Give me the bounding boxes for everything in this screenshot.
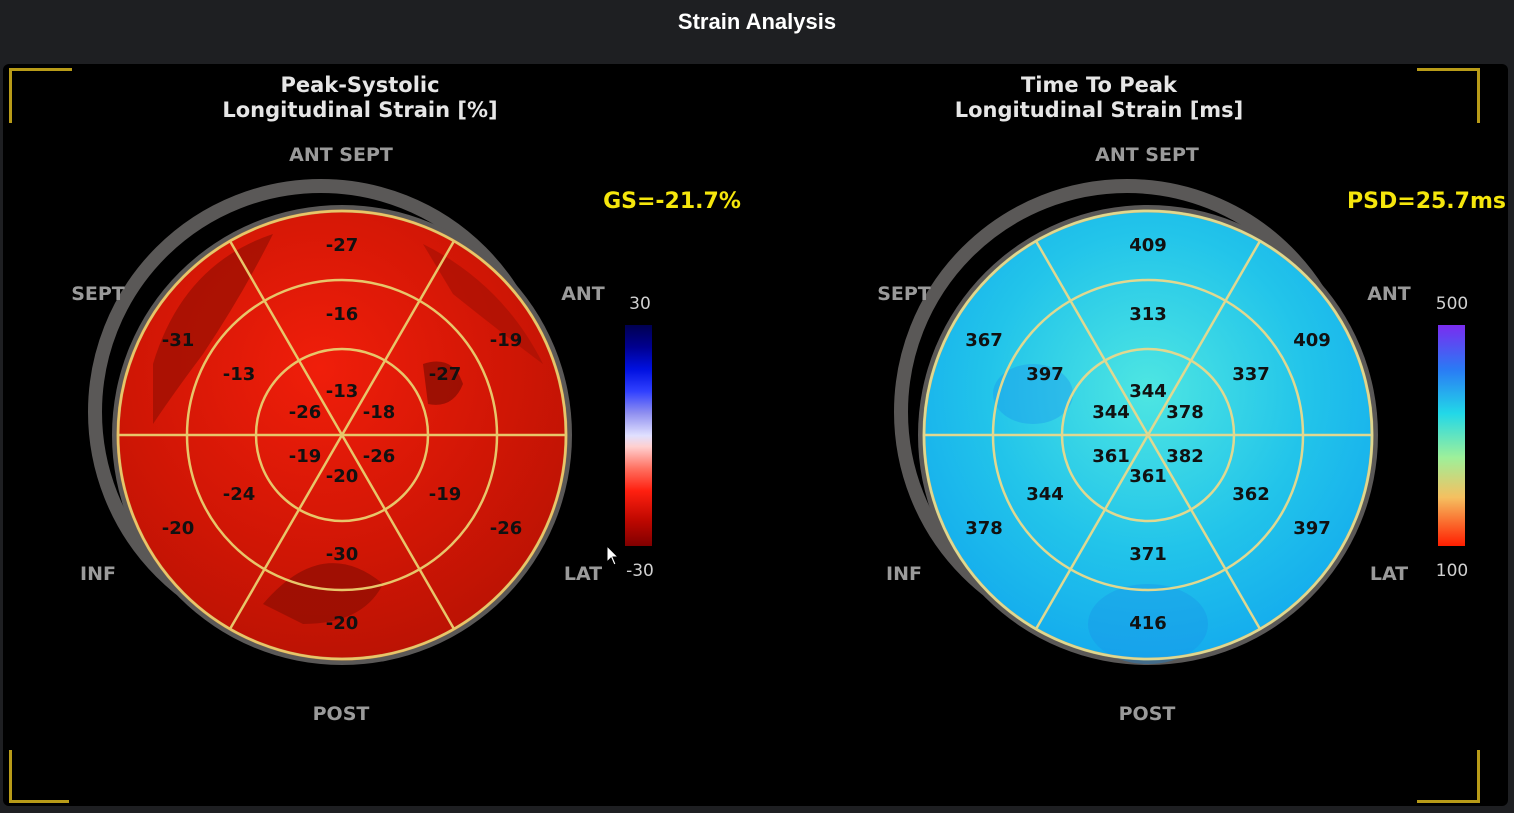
left-seg-value: -19: [490, 330, 523, 351]
left-dark-region-2: [263, 563, 383, 624]
left-seg-value: -27: [429, 364, 462, 385]
right-seg-value: 344: [1026, 484, 1064, 505]
left-seg-value: -18: [363, 402, 396, 423]
right-title-line2: Longitudinal Strain [ms]: [955, 98, 1244, 122]
right-global-psd: PSD=25.7ms: [1347, 189, 1506, 214]
right-seg-value: 382: [1166, 446, 1204, 467]
left-label-inf: INF: [80, 563, 116, 585]
left-scale-max: 30: [629, 294, 651, 314]
right-line-d2: [1034, 240, 1262, 630]
left-seg-value: -16: [326, 304, 359, 325]
window-title: Strain Analysis: [677, 9, 837, 34]
right-seg-value: 344: [1092, 402, 1130, 423]
right-label-inf: INF: [886, 563, 922, 585]
left-seg-value: -30: [326, 544, 359, 565]
left-bullseye: Peak-Systolic Longitudinal Strain [%]: [71, 73, 741, 725]
right-seg-value: 409: [1293, 330, 1331, 351]
left-label-ant: ANT: [561, 283, 605, 305]
corner-bracket-bl: [9, 750, 72, 802]
right-blue-region-2: [1088, 584, 1208, 664]
right-seg-value: 416: [1129, 613, 1167, 634]
right-seg-value: 362: [1232, 484, 1270, 505]
strain-panel: Peak-Systolic Longitudinal Strain [%]: [3, 64, 1508, 806]
right-title-line1: Time To Peak: [1021, 73, 1178, 97]
left-scale-min: -30: [626, 561, 654, 581]
right-seg-value: 337: [1232, 364, 1270, 385]
left-seg-value: -26: [289, 402, 322, 423]
corner-bracket-br-h: [1417, 800, 1480, 803]
left-dark-region-4: [423, 244, 543, 364]
left-seg-value: -13: [223, 364, 256, 385]
left-dark-region-3: [423, 361, 463, 405]
right-label-lat: LAT: [1370, 563, 1408, 585]
right-seg-value: 367: [965, 330, 1003, 351]
title-bar: Strain Analysis: [0, 0, 1514, 48]
right-seg-value: 371: [1129, 544, 1167, 565]
right-seg-value: 361: [1129, 466, 1167, 487]
left-seg-value: -31: [162, 330, 195, 351]
left-line-d2: [228, 240, 456, 630]
right-seg-value: 378: [1166, 402, 1204, 423]
left-seg-value: -19: [429, 484, 462, 505]
right-scale-max: 500: [1436, 294, 1468, 314]
left-title-line2: Longitudinal Strain [%]: [222, 98, 497, 122]
right-seg-value: 397: [1026, 364, 1064, 385]
left-seg-value: -20: [162, 518, 195, 539]
right-seg-value: 397: [1293, 518, 1331, 539]
left-seg-value: -24: [223, 484, 256, 505]
left-seg-value: -20: [326, 466, 359, 487]
right-label-sept: SEPT: [877, 283, 931, 305]
bullseye-canvas: Peak-Systolic Longitudinal Strain [%]: [71, 73, 1506, 725]
right-bullseye: Time To Peak Longitudinal Strain [ms] AN…: [877, 73, 1506, 725]
mouse-cursor-icon: [606, 545, 620, 566]
right-label-post: POST: [1119, 703, 1176, 725]
left-dark-region-1: [153, 234, 273, 424]
right-blue-region: [993, 364, 1073, 424]
corner-bracket-br: [1417, 750, 1480, 802]
right-seg-value: 344: [1129, 381, 1167, 402]
left-seg-value: -13: [326, 381, 359, 402]
left-seg-value: -20: [326, 613, 359, 634]
right-label-ant-sept: ANT SEPT: [1095, 144, 1199, 166]
left-label-ant-sept: ANT SEPT: [289, 144, 393, 166]
right-seg-value: 409: [1129, 235, 1167, 256]
right-seg-value: 378: [965, 518, 1003, 539]
left-label-lat: LAT: [564, 563, 602, 585]
left-colorbar: [625, 325, 652, 546]
left-seg-value: -26: [490, 518, 523, 539]
left-global-strain: GS=-21.7%: [603, 189, 741, 214]
left-label-sept: SEPT: [71, 283, 125, 305]
right-seg-value: 361: [1092, 446, 1130, 467]
left-seg-value: -27: [326, 235, 359, 256]
left-seg-value: -26: [363, 446, 396, 467]
right-colorbar: [1438, 325, 1465, 546]
right-scale-min: 100: [1436, 561, 1468, 581]
corner-bracket-tl: [9, 68, 72, 123]
corner-bracket-bl-h: [9, 800, 69, 803]
left-label-post: POST: [313, 703, 370, 725]
left-seg-value: -19: [289, 446, 322, 467]
corner-bracket-tr: [1417, 68, 1480, 123]
right-seg-value: 313: [1129, 304, 1167, 325]
right-label-ant: ANT: [1367, 283, 1411, 305]
left-title-line1: Peak-Systolic: [280, 73, 439, 97]
